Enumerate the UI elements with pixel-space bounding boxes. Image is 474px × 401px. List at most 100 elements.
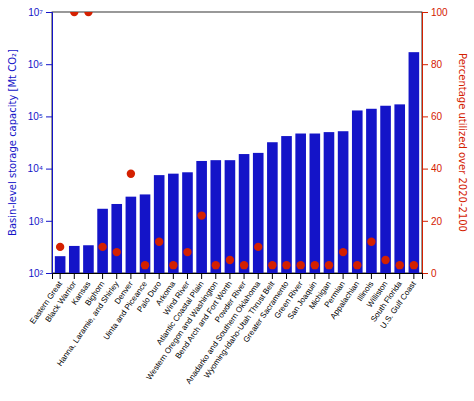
dot <box>84 12 92 16</box>
x-tick-mark <box>173 273 174 279</box>
y-tick-mark <box>46 64 52 65</box>
bar <box>324 132 335 273</box>
bar <box>380 106 391 273</box>
x-tick-mark <box>130 273 131 279</box>
y2-tick: 100 <box>422 7 448 18</box>
dot <box>268 261 276 269</box>
dot <box>296 261 304 269</box>
y-axis-line <box>46 13 53 274</box>
dot <box>410 261 418 269</box>
x-tick-mark <box>272 273 273 279</box>
y2-tick: 40 <box>422 163 443 174</box>
y2-tick-mark <box>422 169 428 170</box>
x-tick-mark <box>74 273 75 279</box>
dot <box>226 256 234 264</box>
bar <box>140 194 151 273</box>
y2-axis: 020406080100 <box>422 7 448 279</box>
dot <box>240 261 248 269</box>
y-tick: 10² <box>29 268 52 279</box>
bar <box>394 104 405 273</box>
x-tick-mark <box>102 273 103 279</box>
bar <box>168 174 179 273</box>
x-tick-label: Appalachian <box>329 280 362 321</box>
x-tick-mark <box>88 273 89 279</box>
y-tick: 10⁴ <box>28 163 52 174</box>
x-tick-mark <box>116 273 117 279</box>
dot <box>339 248 347 256</box>
bar <box>97 209 108 273</box>
dot <box>141 261 149 269</box>
y2-tick: 0 <box>422 268 437 279</box>
y-tick-label: 10⁴ <box>28 163 43 174</box>
dot <box>311 261 319 269</box>
x-tick-mark <box>159 273 160 279</box>
bar <box>126 197 137 273</box>
y-tick-label: 10⁷ <box>28 7 43 18</box>
x-tick-mark <box>399 273 400 279</box>
marks <box>55 12 419 273</box>
x-tick-mark <box>229 273 230 279</box>
bar <box>83 245 94 273</box>
x-tick-mark <box>187 273 188 279</box>
y-axis-title: Basin-level storage capacity [Mt CO₂] <box>7 49 18 236</box>
dot <box>169 261 177 269</box>
bar <box>239 154 250 273</box>
bar <box>55 256 66 273</box>
x-tick-mark <box>258 273 259 279</box>
y-tick-label: 10⁵ <box>28 111 43 122</box>
x-tick-mark <box>413 273 414 279</box>
dot <box>353 261 361 269</box>
plot-area: 10²10³10⁴10⁵10⁶10⁷020406080100Eastern Gr… <box>28 7 449 386</box>
y-tick-label: 10² <box>29 268 44 279</box>
x-tick-label: Wyoming-Idaho-Utah Thrust Belt <box>202 279 277 380</box>
dot <box>197 211 205 219</box>
y-tick: 10⁷ <box>28 7 52 18</box>
dot <box>183 248 191 256</box>
dot <box>325 261 333 269</box>
bar <box>267 142 278 273</box>
x-tick-mark <box>385 273 386 279</box>
bar <box>366 109 377 273</box>
bar <box>310 134 321 273</box>
y2-tick-label: 80 <box>431 59 443 70</box>
bar <box>196 161 207 273</box>
x-tick-mark <box>314 273 315 279</box>
y2-tick-mark <box>422 116 428 117</box>
x-tick-mark <box>244 273 245 279</box>
x-tick: Wyoming-Idaho-Utah Thrust Belt <box>202 273 277 380</box>
bar <box>281 136 292 273</box>
plot-frame <box>52 12 422 273</box>
y2-tick-label: 0 <box>431 268 437 279</box>
x-tick-mark <box>215 273 216 279</box>
dot <box>367 237 375 245</box>
x-tick-mark <box>201 273 202 279</box>
dot <box>113 248 121 256</box>
dot <box>254 243 262 251</box>
y2-tick-label: 100 <box>431 7 448 18</box>
dot <box>98 243 106 251</box>
y-tick-label: 10³ <box>29 216 44 227</box>
y-tick-mark <box>46 169 52 170</box>
y-tick-mark <box>46 273 52 274</box>
x-tick-mark <box>343 273 344 279</box>
y2-tick-label: 20 <box>431 216 443 227</box>
y2-tick-mark <box>422 12 428 13</box>
dot <box>127 170 135 178</box>
dot <box>70 12 78 16</box>
x-tick-mark <box>60 273 61 279</box>
bar <box>182 172 193 273</box>
y2-tick-label: 40 <box>431 163 443 174</box>
dot <box>212 261 220 269</box>
bar <box>338 131 349 273</box>
x-tick-mark <box>357 273 358 279</box>
bar <box>225 160 236 273</box>
dot <box>155 237 163 245</box>
y-tick: 10³ <box>29 216 52 227</box>
x-tick-mark <box>145 273 146 279</box>
bar <box>253 153 264 273</box>
x-tick-mark <box>328 273 329 279</box>
y-axis: 10²10³10⁴10⁵10⁶10⁷ <box>28 7 53 279</box>
x-tick: Hanna, Laramie, and Shirley <box>55 273 121 368</box>
bar <box>154 175 165 273</box>
y2-axis-title: Percentage utilized over 2020-2100 <box>457 53 468 232</box>
